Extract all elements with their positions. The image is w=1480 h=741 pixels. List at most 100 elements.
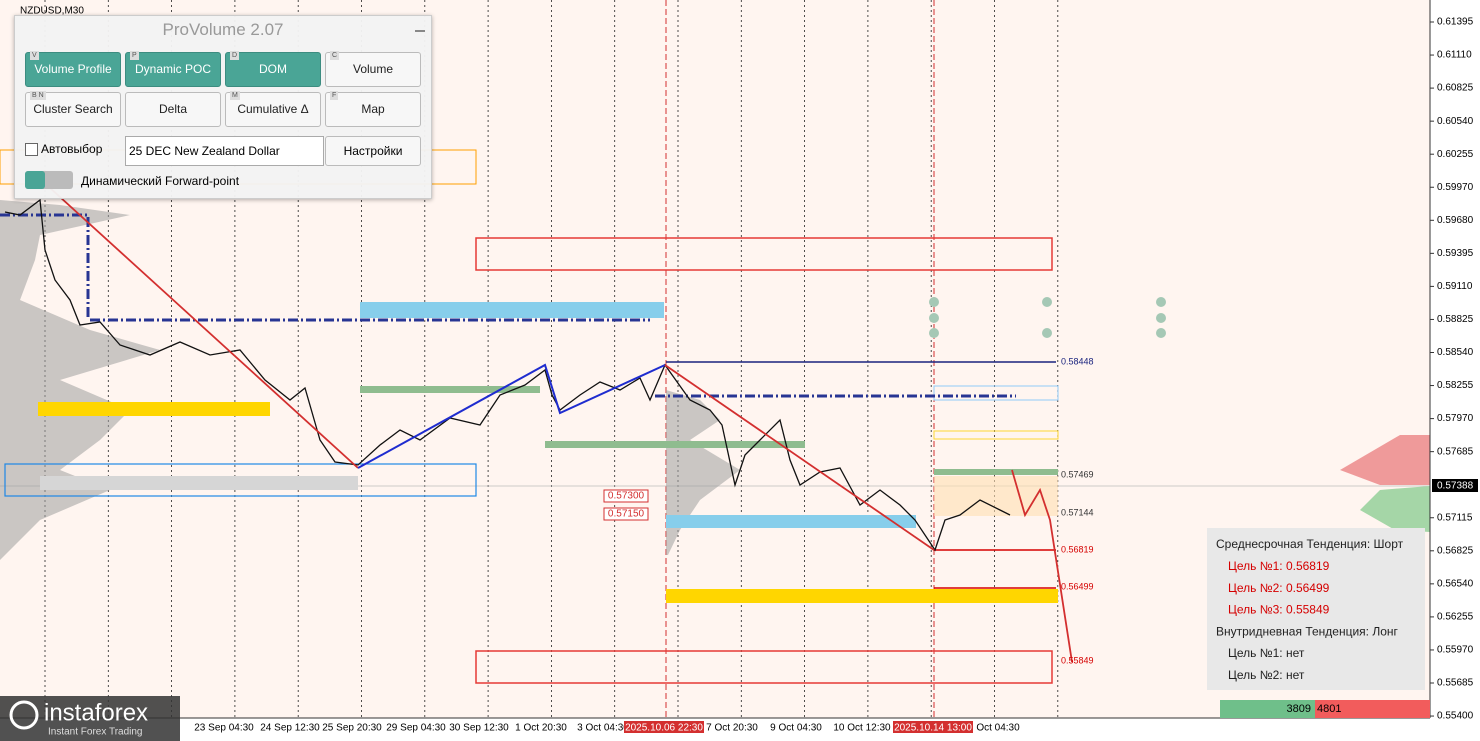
current-price: 0.57388 xyxy=(1437,481,1474,492)
time-label: 7 Oct 20:30 xyxy=(706,723,758,734)
time-label: 1 Oct 20:30 xyxy=(515,723,567,734)
zone xyxy=(38,402,270,416)
provolume-panel: ProVolume 2.07 Volume Profile V Dynamic PO… xyxy=(14,15,432,199)
button-key: C xyxy=(330,51,340,60)
button-key: D xyxy=(230,51,240,60)
minimize[interactable] xyxy=(415,22,425,32)
volume-buy xyxy=(1360,486,1430,532)
zone xyxy=(666,515,916,528)
forecast-line xyxy=(1011,469,1073,663)
time-label: 3 Oct 04:30 xyxy=(577,723,629,734)
zone xyxy=(666,589,1058,603)
wave-line xyxy=(37,176,359,469)
price-label: 0.55685 xyxy=(1437,678,1474,689)
button-label: DOM xyxy=(259,62,287,76)
auto-select: Автовыбор xyxy=(41,142,103,156)
price-label: 0.58540 xyxy=(1437,347,1474,358)
button-key: P xyxy=(130,51,139,60)
price-label: 0.55400 xyxy=(1437,711,1474,722)
zone xyxy=(934,469,1058,475)
poc-line xyxy=(0,213,90,320)
panel-button[interactable]: DOM D xyxy=(225,51,321,87)
panel-button[interactable]: Cluster Search B N xyxy=(25,91,121,127)
price-label: 0.56540 xyxy=(1437,578,1474,589)
level-label: 0.58448 xyxy=(1061,356,1094,366)
button-label: Dynamic POC xyxy=(134,62,211,76)
volume-sell: 4801 xyxy=(1317,703,1341,715)
time-label: Oct 04:30 xyxy=(976,723,1020,734)
panel-button[interactable]: Volume C xyxy=(325,51,421,87)
price-label: 0.60540 xyxy=(1437,116,1474,127)
level-label: 0.57469 xyxy=(1061,469,1094,479)
zone xyxy=(934,476,1058,516)
time-label: 24 Sep 12:30 xyxy=(260,723,320,734)
zone xyxy=(360,302,664,318)
time-label: 9 Oct 04:30 xyxy=(770,723,822,734)
instrument-select[interactable]: 25 DEC New Zealand Dollar xyxy=(125,136,324,166)
time-highlight xyxy=(893,721,973,733)
toggle[interactable] xyxy=(25,171,73,189)
price-label: 0.61395 xyxy=(1437,17,1474,28)
anchor-dots xyxy=(929,297,1166,338)
current-price-bg xyxy=(1432,479,1478,492)
time-label: 2025.10.06 22:30 xyxy=(625,723,703,734)
price-label: 0.60825 xyxy=(1437,83,1474,94)
logo-name: instaforex xyxy=(44,699,148,726)
zone xyxy=(933,385,1059,401)
volume-buy: 3809 xyxy=(1287,703,1311,715)
zone xyxy=(475,650,1053,684)
toggle-knob xyxy=(25,171,45,189)
zone xyxy=(360,386,540,393)
volume-sell-bar xyxy=(1315,700,1430,718)
button-label: Volume Profile xyxy=(34,62,112,76)
time-label: 2025.10.14 13:00 xyxy=(894,723,972,734)
volume-profile xyxy=(666,390,740,555)
panel-button[interactable]: Volume Profile V xyxy=(25,51,121,87)
button-key: B N xyxy=(30,91,46,100)
volume-buy-bar xyxy=(1220,700,1315,718)
wave-line xyxy=(664,364,935,551)
logo-icon xyxy=(9,700,39,730)
zone xyxy=(545,441,805,448)
panel-button[interactable]: Delta xyxy=(125,92,221,127)
time-label: 10 Oct 12:30 xyxy=(833,723,891,734)
target: Цель №1: нет xyxy=(1228,646,1305,660)
price-label: 0.56255 xyxy=(1437,612,1474,623)
price-label: 0.59970 xyxy=(1437,182,1474,193)
box-label: 0.57300 xyxy=(608,491,645,502)
checkbox[interactable] xyxy=(25,143,38,156)
time-label: 23 Sep 04:30 xyxy=(194,723,254,734)
settings-button[interactable]: Настройки xyxy=(325,136,421,166)
time-highlight xyxy=(624,721,704,733)
instrument: 25 DEC New Zealand Dollar xyxy=(129,144,280,158)
level-label: 0.56499 xyxy=(1061,581,1094,591)
price-label: 0.59395 xyxy=(1437,248,1474,259)
price-label: 0.56825 xyxy=(1437,545,1474,556)
panel-button[interactable]: Map F xyxy=(325,91,421,127)
panel-button[interactable]: Dynamic POC P xyxy=(125,51,221,87)
target: Цель №1: 0.56819 xyxy=(1228,559,1330,573)
time-label: 25 Sep 20:30 xyxy=(322,723,382,734)
button-label: Map xyxy=(361,102,385,116)
target: Цель №2: нет xyxy=(1228,668,1305,682)
button-label: Cumulative Δ xyxy=(237,102,309,116)
zone xyxy=(475,237,1053,271)
price-label: 0.59110 xyxy=(1437,281,1473,292)
box-label-bg xyxy=(603,507,649,521)
logo-tagline: Instant Forex Trading xyxy=(48,727,143,738)
volume-profile xyxy=(0,200,160,560)
price-label: 0.57970 xyxy=(1437,413,1474,424)
button-key: M xyxy=(230,91,240,100)
price-label: 0.57685 xyxy=(1437,446,1474,457)
panel-button[interactable]: Cumulative Δ M xyxy=(225,91,321,127)
time-label: 30 Sep 12:30 xyxy=(449,723,509,734)
level-label: 0.56819 xyxy=(1061,544,1094,554)
level-label: 0.57144 xyxy=(1061,507,1094,517)
volume-sell xyxy=(1340,435,1430,485)
price-label: 0.57115 xyxy=(1437,512,1473,523)
button-label: Volume xyxy=(352,62,394,76)
forward-point: Динамический Forward-point xyxy=(81,174,240,188)
price-axis-bg xyxy=(1430,0,1480,741)
level-label: 0.55849 xyxy=(1061,655,1094,665)
